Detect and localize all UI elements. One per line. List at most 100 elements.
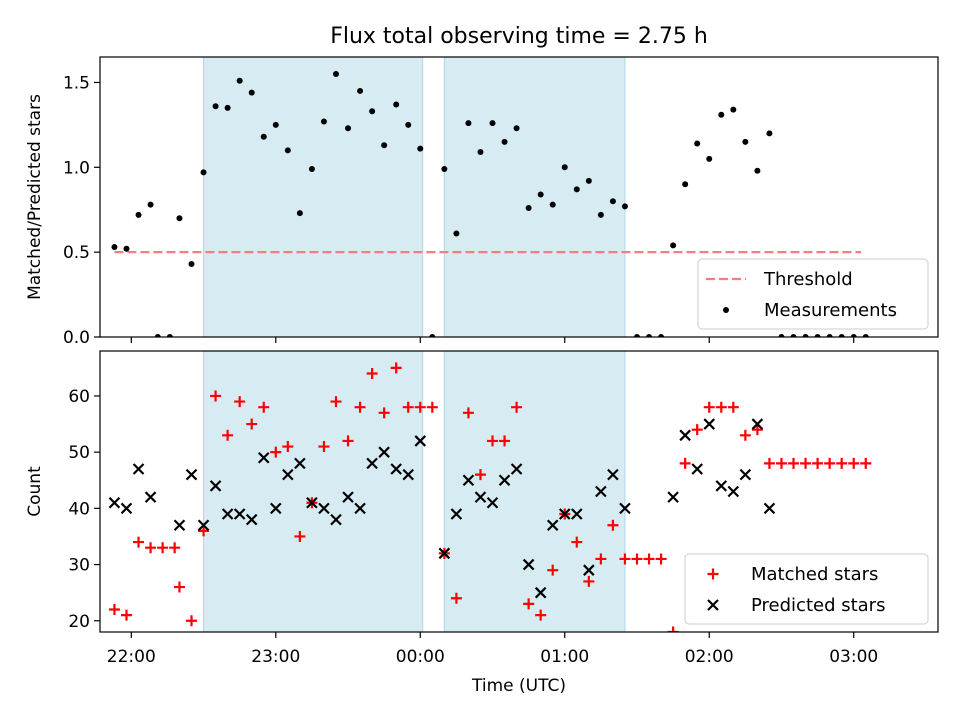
y-tick-label: 0.5 <box>63 243 90 263</box>
matched-star-point <box>571 536 583 548</box>
measurement-point <box>633 334 640 337</box>
x-axis-label: Time (UTC) <box>471 676 566 696</box>
predicted-star-point <box>486 496 499 509</box>
matched-star-point <box>246 418 258 430</box>
predicted-star-point <box>498 474 511 487</box>
x-tick-label: 02:00 <box>685 647 734 667</box>
matched-star-point <box>282 441 294 453</box>
legend-label: Predicted stars <box>751 595 885 616</box>
matched-star-point <box>631 553 643 565</box>
measurement-point <box>453 230 460 237</box>
matched-star-point <box>643 553 655 565</box>
matched-star-point <box>775 457 787 469</box>
measurement-point <box>248 89 255 96</box>
observing-interval <box>203 350 424 633</box>
measurement-point <box>200 169 207 176</box>
matched-star-point <box>607 519 619 531</box>
predicted-star-point <box>197 519 210 531</box>
predicted-star-point <box>233 508 246 520</box>
matched-star-point <box>679 457 691 469</box>
matched-star-point <box>499 435 511 447</box>
predicted-star-point <box>727 485 740 498</box>
measurement-point <box>718 111 725 118</box>
legend: Matched stars Predicted stars <box>684 553 929 625</box>
matched-star-point <box>414 401 426 413</box>
matched-star-point <box>523 598 535 610</box>
matched-star-point <box>378 407 390 419</box>
predicted-star-point <box>306 496 318 509</box>
predicted-star-point <box>474 491 487 503</box>
matched-star-point <box>402 401 414 413</box>
y-tick-label: 50 <box>68 443 90 463</box>
matched-star-point <box>595 553 607 565</box>
measurement-point <box>154 334 161 337</box>
x-tick-label: 22:00 <box>107 647 156 667</box>
matched-star-point <box>186 615 198 627</box>
measurement-point <box>730 106 737 113</box>
measurement-point <box>537 191 544 198</box>
legend: Threshold Measurements <box>697 258 929 330</box>
measurement-point <box>790 334 797 337</box>
measurement-point <box>393 101 400 108</box>
measurement-point <box>369 108 376 115</box>
legend-label: Threshold <box>763 269 853 290</box>
measurement-point <box>135 211 142 218</box>
matched-star-point <box>390 362 402 374</box>
predicted-star-point <box>245 513 258 526</box>
matched-star-point <box>169 542 181 554</box>
measurement-point <box>706 155 713 162</box>
predicted-star-point <box>402 468 415 481</box>
bottom-panel: 20 30 40 50 60 22:00 23:00 00:00 01:00 02:00 03:00… <box>25 350 939 696</box>
matched-star-point <box>133 536 145 548</box>
matched-star-point <box>487 435 499 447</box>
x-tick-label: 23:00 <box>251 647 300 667</box>
measurement-point <box>682 181 689 188</box>
measurement-point <box>850 334 857 337</box>
predicted-star-point <box>595 485 607 498</box>
measurement-point <box>417 145 424 152</box>
measurement-point <box>465 120 472 127</box>
legend-matched-swatch <box>707 568 719 580</box>
legend-label: Measurements <box>764 300 897 321</box>
predicted-star-point <box>366 457 378 470</box>
measurement-point <box>862 334 869 337</box>
measurement-point <box>742 138 749 145</box>
matched-star-point <box>426 401 438 413</box>
measurement-point <box>501 138 508 145</box>
y-tick-label: 30 <box>68 556 90 576</box>
matched-star-point <box>354 401 366 413</box>
measurement-point <box>332 70 339 77</box>
measurement-point <box>224 104 231 111</box>
measurement-point <box>260 133 267 140</box>
predicted-star-point <box>209 480 222 492</box>
measurement-point <box>441 166 448 172</box>
predicted-star-point <box>354 502 366 515</box>
predicted-star-point <box>619 502 631 515</box>
matched-star-point <box>691 424 703 436</box>
matched-star-point <box>318 441 330 453</box>
measurement-point <box>826 334 833 337</box>
legend-box <box>697 258 929 330</box>
measurement-point <box>320 118 327 125</box>
measurement-point <box>489 120 496 127</box>
measurement-point <box>176 215 183 222</box>
measurement-point <box>525 205 532 212</box>
measurement-point <box>549 201 556 208</box>
observing-interval <box>443 350 626 633</box>
measurement-point <box>405 121 412 128</box>
predicted-star-point <box>667 491 679 503</box>
matched-star-point <box>234 396 246 408</box>
matched-star-point <box>763 457 775 469</box>
matched-star-point <box>860 457 872 469</box>
predicted-star-point <box>390 463 402 475</box>
predicted-star-point <box>318 502 330 515</box>
axes-frame <box>99 56 939 338</box>
matched-star-point <box>619 553 631 565</box>
predicted-star-point <box>270 502 282 515</box>
matched-star-point <box>108 604 120 616</box>
measurement-point <box>694 140 701 147</box>
measurement-point <box>111 244 118 251</box>
matched-star-point <box>198 525 210 537</box>
measurement-point <box>188 261 195 268</box>
